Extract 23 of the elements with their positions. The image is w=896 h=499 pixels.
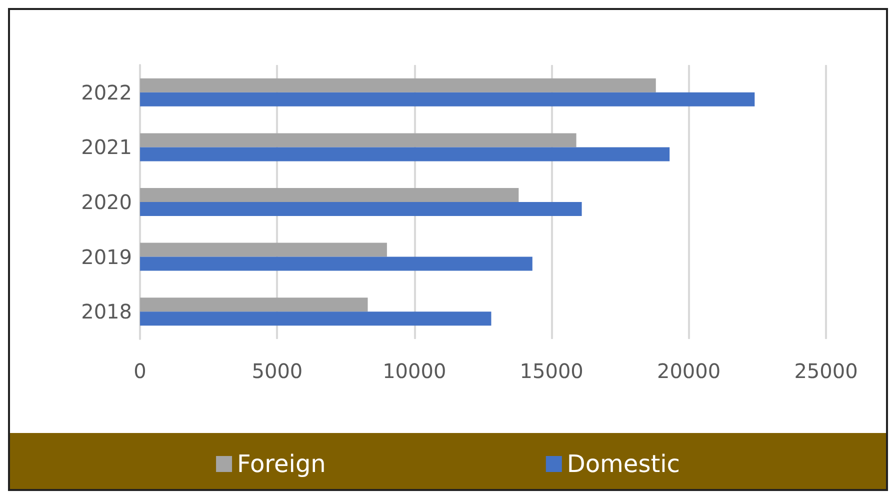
bar [140,92,755,106]
bar [140,202,582,216]
x-tick-label: 15000 [520,359,584,383]
bar [140,298,368,312]
x-tick-label: 10000 [382,359,446,383]
bar [140,133,576,148]
y-tick-label: 2020 [81,190,132,214]
bar [140,242,387,257]
bar [140,256,532,271]
y-tick-label: 2022 [81,80,132,104]
legend-label: Domestic [566,450,680,478]
y-tick-label: 2018 [81,300,132,324]
bar [140,78,656,92]
legend-label: Foreign [237,450,326,478]
y-tick-label: 2021 [81,135,132,160]
x-tick-label: 25000 [794,359,858,383]
y-tick-label: 2019 [81,244,132,269]
x-tick-label: 20000 [656,359,721,383]
bar [140,188,519,202]
x-tick-label: 5000 [252,359,303,383]
bar [140,312,492,326]
bar [140,147,670,162]
x-tick-label: 0 [134,359,146,383]
